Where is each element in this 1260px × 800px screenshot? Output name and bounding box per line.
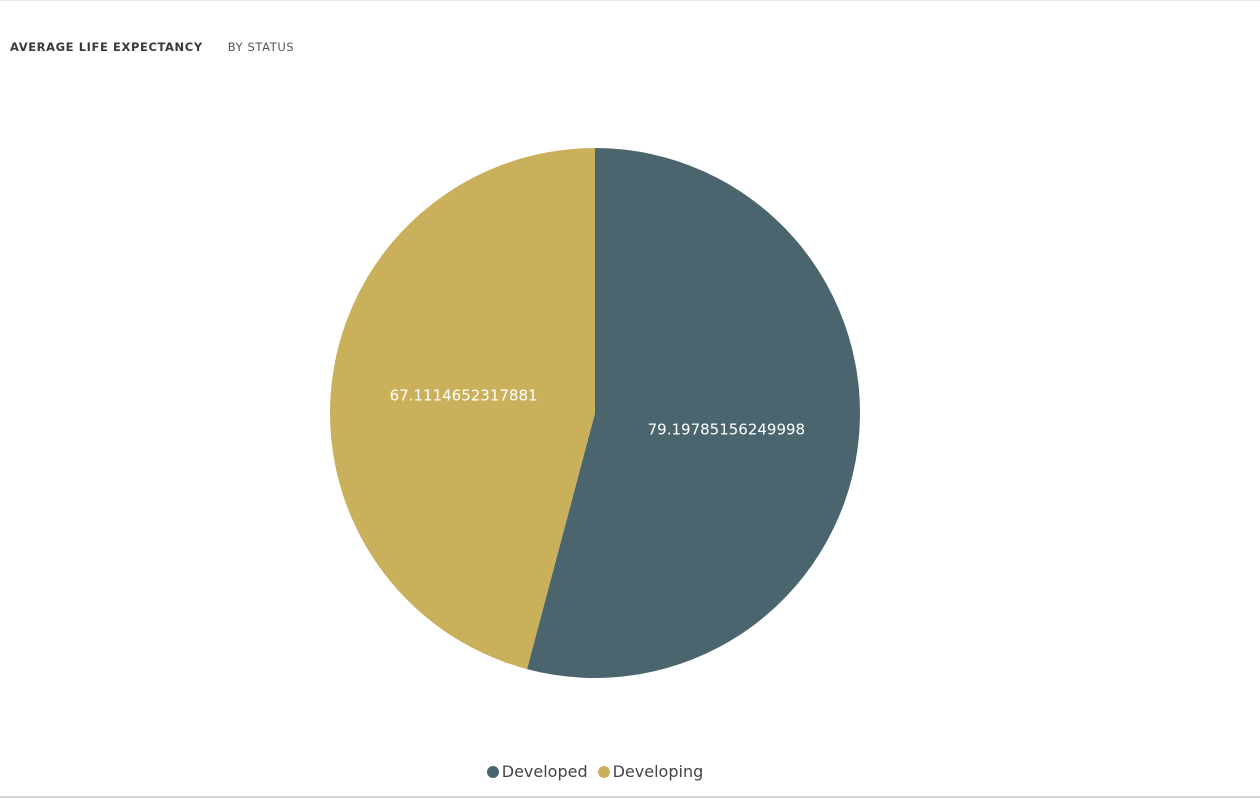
legend-label-developing: Developing: [612, 762, 704, 781]
legend-label-developed: Developed: [501, 762, 588, 781]
pie-slice-developed[interactable]: [526, 148, 861, 678]
top-border: [0, 0, 1260, 1]
slice-label-developing: 67.1114652317881: [390, 386, 538, 404]
pie-chart: 79.19785156249998 67.1114652317881: [330, 147, 861, 678]
legend-item-developing[interactable]: Developing: [597, 762, 704, 781]
legend: Developed Developing: [0, 762, 1190, 781]
legend-item-developed[interactable]: Developed: [486, 762, 588, 781]
bottom-border: [0, 796, 1260, 798]
legend-marker-developing: [597, 765, 610, 778]
chart-subtitle: BY STATUS: [227, 40, 295, 54]
chart-title: AVERAGE LIFE EXPECTANCY: [10, 40, 203, 54]
pie-slice-developing[interactable]: [330, 147, 595, 670]
legend-marker-developed: [486, 765, 499, 778]
slice-label-developed: 79.19785156249998: [648, 421, 805, 439]
chart-header: AVERAGE LIFE EXPECTANCY BY STATUS: [10, 40, 294, 54]
